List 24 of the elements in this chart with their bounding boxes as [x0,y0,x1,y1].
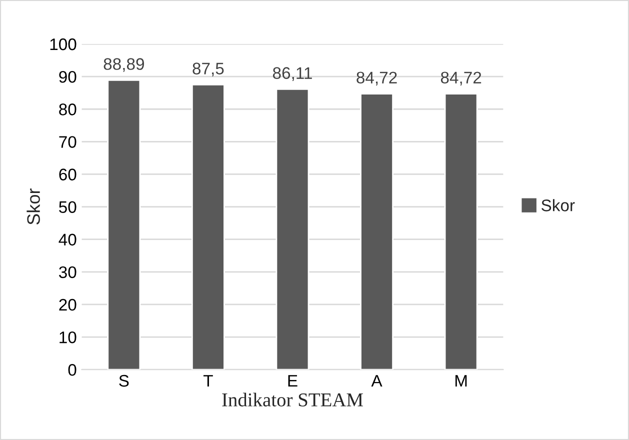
x-tick-label: S [119,374,129,387]
y-tick-label: 70 [59,136,76,148]
y-tick-label: 50 [59,201,76,214]
y-tick-label: 80 [59,104,76,116]
y-tick-label: 0 [68,364,76,376]
x-tick-label: E [288,375,298,387]
x-tick-label: A [371,375,382,387]
x-axis-title: Indikator STEAM [222,392,363,406]
y-tick-label: 10 [60,331,76,344]
data-label: 87,5 [192,62,224,76]
data-label: 84,72 [440,72,482,86]
y-axis-title: Skor [26,188,40,225]
y-tick-label: 90 [59,70,76,83]
data-label: 88,89 [104,58,144,72]
data-label: 84,72 [356,72,397,86]
y-tick-label: 30 [59,266,76,278]
y-tick-label: 40 [58,234,76,246]
x-tick-label: M [455,375,467,387]
legend-label: Skor [542,199,575,212]
y-tick-label: 20 [59,298,76,311]
x-tick-label: T [203,375,213,387]
y-tick-label: 100 [50,38,76,50]
data-label: 86,11 [272,67,312,81]
y-tick-label: 60 [59,168,76,180]
